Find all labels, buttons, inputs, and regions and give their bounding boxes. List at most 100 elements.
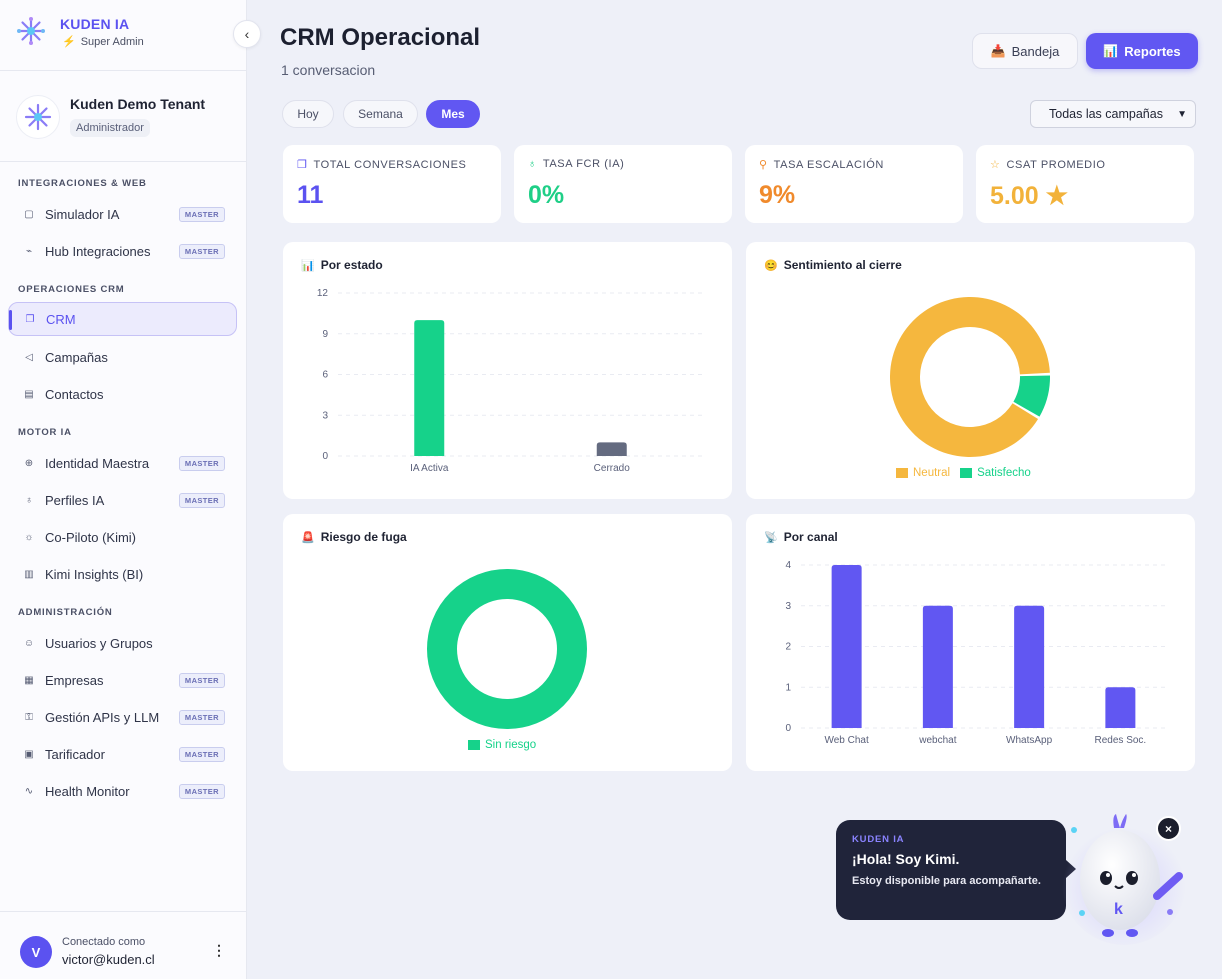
brand-header: KUDEN IA ⚡ Super Admin <box>0 0 246 71</box>
master-badge: MASTER <box>178 206 225 222</box>
sidebar-item-crm[interactable]: ❐ CRM <box>8 302 237 336</box>
reportes-button[interactable]: 📊 Reportes <box>1086 33 1198 69</box>
close-kimi-button[interactable]: × <box>1156 816 1181 841</box>
sidebar-item-identidad[interactable]: ⊕ Identidad Maestra MASTER <box>8 446 237 480</box>
tenant-name: Kuden Demo Tenant <box>70 96 206 112</box>
bolt-icon: ⚡ <box>62 36 76 48</box>
card-title: 🚨 Riesgo de fuga <box>301 530 407 544</box>
legend-swatch <box>468 740 480 750</box>
bar-redes-soc-[interactable] <box>1105 687 1136 728</box>
nav-section-crm: OPERACIONES CRM <box>18 284 125 295</box>
slice-neutral[interactable] <box>890 297 1050 457</box>
globe-icon: ⊕ <box>24 457 34 469</box>
kpi-label: ☆ CSAT PROMEDIO <box>990 158 1106 172</box>
kuden-logo-icon <box>17 17 45 45</box>
kimi-greeting-bubble[interactable]: KUDEN IA ¡Hola! Soy Kimi. Estoy disponib… <box>836 820 1076 920</box>
pulse-icon: ∿ <box>24 785 34 797</box>
card-title-text: Por estado <box>320 258 383 272</box>
campaign-select[interactable]: Todas las campañas ▼ <box>1030 100 1196 128</box>
badge-icon: ♁ <box>25 494 33 506</box>
sidebar-item-label: Perfiles IA <box>45 492 105 508</box>
sidebar-item-apis[interactable]: ⚿ Gestión APIs y LLM MASTER <box>8 700 237 734</box>
kpi-label-text: TOTAL CONVERSACIONES <box>313 158 467 171</box>
sun-icon: ☼ <box>24 531 34 543</box>
slice-satisfecho[interactable] <box>1013 375 1050 417</box>
period-pill-mes[interactable]: Mes <box>426 100 480 128</box>
kimi-message: Estoy disponible para acompañarte. <box>852 875 1041 887</box>
bandeja-button[interactable]: 📥 Bandeja <box>972 33 1078 69</box>
sidebar-item-hub[interactable]: ⌁ Hub Integraciones MASTER <box>8 234 237 268</box>
master-badge: MASTER <box>178 672 225 688</box>
kimi-mascot-icon[interactable]: k <box>1062 808 1192 948</box>
chart-legend: Sin riesgo <box>468 739 546 751</box>
kpi-label: ❐ TOTAL CONVERSACIONES <box>297 158 467 172</box>
sidebar-item-label: Identidad Maestra <box>45 455 150 471</box>
bar-chart-icon: 📊 <box>1103 44 1119 58</box>
master-badge: MASTER <box>178 455 225 471</box>
master-badge: MASTER <box>178 709 225 725</box>
megaphone-icon: ◁ <box>25 351 33 363</box>
card-title-text: Riesgo de fuga <box>320 530 407 544</box>
chat-icon: ▢ <box>24 208 34 220</box>
y-tick-label: 3 <box>322 410 328 421</box>
sidebar-item-label: Contactos <box>45 386 104 402</box>
kpi-total-conversaciones: ❐ TOTAL CONVERSACIONES 11 <box>283 145 501 223</box>
legend-swatch <box>896 468 908 478</box>
bar-whatsapp[interactable] <box>1014 605 1045 728</box>
bar-webchat[interactable] <box>922 605 953 728</box>
y-tick-label: 2 <box>785 642 791 653</box>
card-title-text: Sentimiento al cierre <box>783 258 902 272</box>
sidebar-item-copiloto[interactable]: ☼ Co-Piloto (Kimi) <box>8 520 237 554</box>
kimi-brand: KUDEN IA <box>852 834 905 845</box>
card-por-estado: 0 3 6 9 12 IA Activa Cerrado 📊 Por estado <box>283 242 732 499</box>
legend-item-satisfecho[interactable]: Satisfecho <box>960 467 1031 479</box>
chart-sentimiento <box>890 297 1050 457</box>
page-subtitle: 1 conversacion <box>281 62 376 78</box>
contact-book-icon: ▤ <box>24 388 34 400</box>
card-title-text: Por canal <box>783 530 838 544</box>
x-tick-label: WhatsApp <box>1006 735 1053 746</box>
slice-sin-riesgo[interactable] <box>427 569 587 729</box>
sidebar-item-label: Co-Piloto (Kimi) <box>45 529 137 545</box>
bar-cerrado[interactable] <box>596 442 627 456</box>
kpi-value: 5.00 ★ <box>990 182 1069 210</box>
sidebar-item-simulador[interactable]: ▢ Simulador IA MASTER <box>8 197 237 231</box>
chevron-down-icon: ▼ <box>1177 108 1187 120</box>
sidebar-item-perfiles[interactable]: ♁ Perfiles IA MASTER <box>8 483 237 517</box>
sidebar-item-health[interactable]: ∿ Health Monitor MASTER <box>8 774 237 808</box>
tenant-card[interactable]: Kuden Demo Tenant Administrador <box>0 71 246 162</box>
kpi-label: ♁ TASA FCR (IA) <box>528 158 624 170</box>
tenant-logo-icon <box>24 103 52 131</box>
legend-item-neutral[interactable]: Neutral <box>896 467 950 479</box>
period-pill-hoy[interactable]: Hoy <box>282 100 334 128</box>
card-sentimiento: 😊 Sentimiento al cierre Neutral Satisfech… <box>746 242 1195 499</box>
collapse-sidebar-button[interactable]: ‹ <box>233 20 261 48</box>
bar-ia-activa[interactable] <box>414 320 445 456</box>
user-panel: V Conectado como victor@kuden.cl ⋮ <box>0 911 247 979</box>
building-icon: ▦ <box>24 674 34 686</box>
x-tick-label: IA Activa <box>410 463 449 474</box>
kpi-label-text: TASA FCR (IA) <box>542 158 625 170</box>
period-pill-semana[interactable]: Semana <box>343 100 418 128</box>
sidebar-item-usuarios[interactable]: ☺ Usuarios y Grupos <box>8 626 237 660</box>
legend-label: Sin riesgo <box>485 739 537 751</box>
legend-label: Neutral <box>913 467 951 479</box>
user-email: victor@kuden.cl <box>62 952 155 967</box>
sidebar-item-insights[interactable]: ▥ Kimi Insights (BI) <box>8 557 237 591</box>
kpi-value: 9% <box>759 181 796 209</box>
sidebar-item-label: Tarificador <box>45 746 105 762</box>
brand-name: KUDEN IA <box>60 16 130 32</box>
legend-item-sin-riesgo[interactable]: Sin riesgo <box>468 739 536 751</box>
sidebar-item-contactos[interactable]: ▤ Contactos <box>8 377 237 411</box>
sidebar: KUDEN IA ⚡ Super Admin ‹ Kuden Demo Tenan… <box>0 0 261 979</box>
avatar[interactable]: V <box>20 936 52 968</box>
star-icon: ☆ <box>990 159 1001 171</box>
sidebar-item-empresas[interactable]: ▦ Empresas MASTER <box>8 663 237 697</box>
sidebar-item-tarificador[interactable]: ▣ Tarificador MASTER <box>8 737 237 771</box>
sidebar-item-campanas[interactable]: ◁ Campañas <box>8 340 237 374</box>
sidebar-item-label: Campañas <box>45 349 108 365</box>
bar-web-chat[interactable] <box>831 565 862 728</box>
y-tick-label: 9 <box>322 329 328 340</box>
legend-label: Satisfecho <box>977 467 1031 479</box>
more-vertical-icon[interactable]: ⋮ <box>212 942 226 958</box>
